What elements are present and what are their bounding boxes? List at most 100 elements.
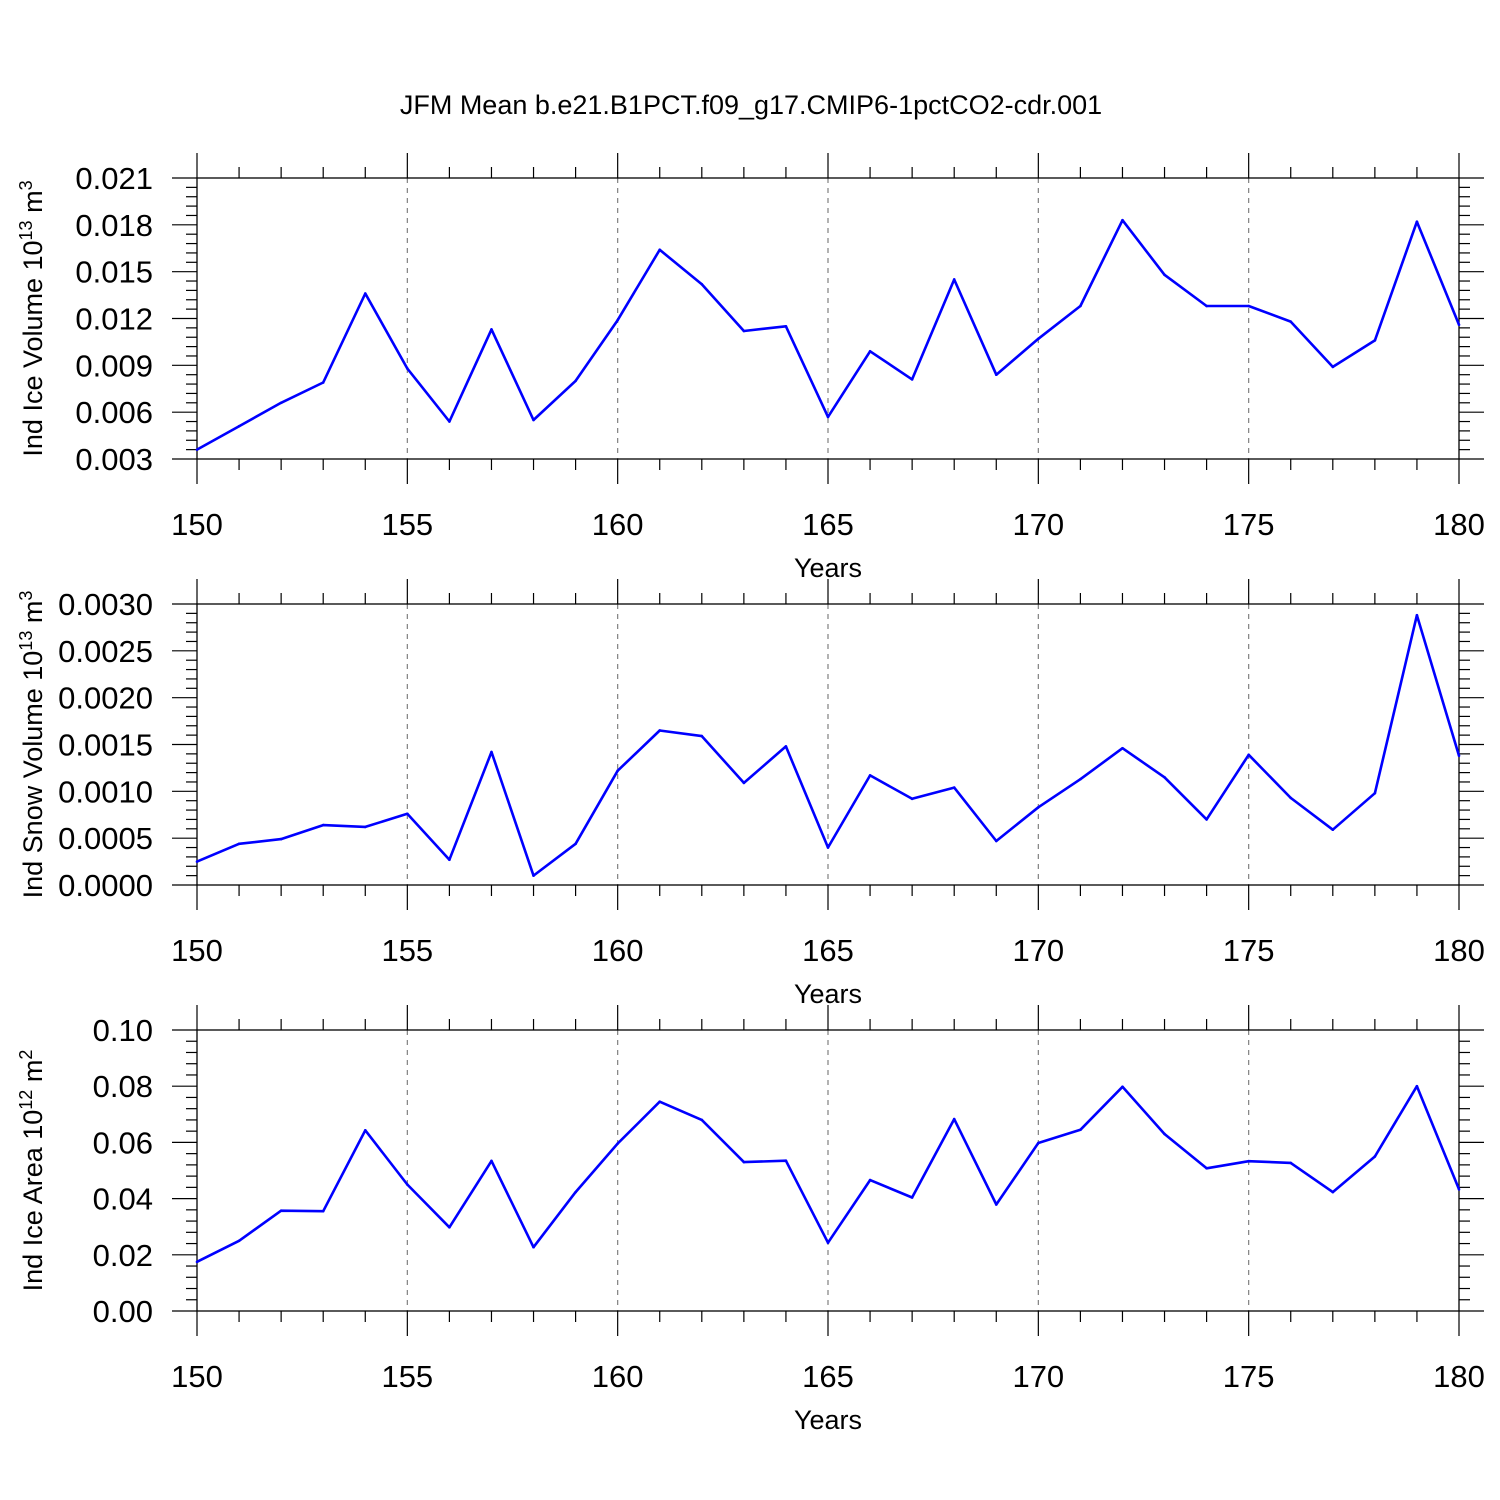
- y-axis-label-superscript: 3: [16, 180, 36, 190]
- y-axis-label-text: m: [18, 190, 48, 220]
- data-point: [952, 1117, 956, 1121]
- data-point: [658, 729, 662, 732]
- data-point: [363, 825, 367, 829]
- data-point: [952, 278, 956, 281]
- panel-2: 0.0000 0.0005 0.0010 0.0015 0.0020 0.0025 0.00…: [16, 579, 1485, 1009]
- x-axis-label: Years: [794, 1405, 862, 1435]
- y-tick-label: 0.0000: [58, 868, 153, 903]
- data-point: [448, 1225, 451, 1229]
- data-point: [700, 282, 704, 286]
- data-point: [237, 842, 241, 846]
- data-point: [910, 1196, 914, 1199]
- data-point: [532, 418, 535, 422]
- y-tick-label: 0.08: [93, 1069, 153, 1104]
- data-point: [532, 1245, 535, 1249]
- x-tick-label: 150: [171, 933, 223, 968]
- x-tick-label: 155: [381, 1359, 433, 1394]
- x-tick-label: 150: [171, 507, 223, 542]
- data-point: [1121, 218, 1124, 222]
- panel-3: 0.00 0.02 0.04 0.06 0.08 0.10 150 155 160 165 170 1…: [16, 1005, 1485, 1435]
- y-tick-label: 0.0025: [58, 634, 153, 669]
- y-axis-label-text: m: [18, 601, 48, 631]
- data-point: [910, 797, 914, 801]
- data-point: [490, 1159, 493, 1163]
- data-point: [1205, 1166, 1208, 1170]
- data-point: [826, 846, 830, 849]
- data-point: [1037, 337, 1040, 341]
- y-axis-label-superscript: 12: [16, 1090, 36, 1110]
- x-axis-label: Years: [794, 979, 862, 1009]
- data-point: [406, 367, 409, 370]
- data-point: [321, 823, 325, 827]
- data-point: [490, 750, 493, 754]
- y-tick-label: 0.018: [75, 208, 153, 243]
- data-point: [1331, 1190, 1335, 1194]
- data-point: [742, 781, 746, 785]
- data-point: [868, 349, 872, 353]
- data-point: [1457, 1188, 1461, 1191]
- y-tick-label: 0.006: [75, 395, 153, 430]
- x-tick-label: 170: [1012, 933, 1064, 968]
- data-point: [1457, 323, 1461, 327]
- x-tick-label: 170: [1012, 507, 1064, 542]
- y-tick-label: 0.0005: [58, 821, 153, 856]
- data-point: [1205, 818, 1208, 821]
- x-tick-label: 180: [1433, 507, 1485, 542]
- x-tick-label: 165: [802, 1359, 854, 1394]
- data-point: [195, 448, 199, 451]
- y-tick-label: 0.00: [93, 1294, 153, 1329]
- data-point: [1163, 775, 1166, 779]
- data-point: [1037, 1141, 1040, 1145]
- data-point: [742, 329, 746, 333]
- y-tick-label: 0.0030: [58, 587, 153, 622]
- data-point: [1079, 304, 1082, 308]
- data-point: [616, 1142, 619, 1145]
- data-point: [321, 381, 325, 384]
- y-tick-label: 0.0010: [58, 774, 153, 809]
- data-point: [363, 1129, 367, 1132]
- data-point: [574, 1190, 577, 1194]
- data-point: [994, 373, 998, 377]
- data-point: [952, 786, 956, 789]
- data-point: [658, 248, 662, 252]
- data-point: [279, 837, 283, 841]
- data-point: [700, 1118, 704, 1122]
- y-tick-label: 0.06: [93, 1125, 153, 1160]
- x-tick-label: 160: [592, 1359, 644, 1394]
- y-axis-label-text: m: [18, 1060, 48, 1090]
- data-point: [658, 1100, 662, 1103]
- data-point: [868, 774, 872, 777]
- data-point: [616, 318, 619, 322]
- data-point: [321, 1209, 325, 1213]
- y-tick-label: 0.0015: [58, 728, 153, 763]
- x-tick-label: 175: [1223, 507, 1275, 542]
- x-tick-label: 180: [1433, 933, 1485, 968]
- data-point: [195, 1260, 199, 1264]
- data-point: [1121, 1085, 1124, 1089]
- y-tick-label: 0.015: [75, 255, 153, 290]
- data-point: [784, 325, 788, 328]
- x-tick-label: 165: [802, 933, 854, 968]
- x-tick-label: 175: [1223, 1359, 1275, 1394]
- y-tick-label: 0.003: [75, 442, 153, 477]
- data-point: [1373, 791, 1377, 795]
- data-point: [1247, 753, 1250, 757]
- data-point: [1415, 613, 1419, 617]
- y-tick-label: 0.009: [75, 348, 153, 383]
- x-tick-label: 155: [381, 507, 433, 542]
- data-point: [1079, 1128, 1082, 1132]
- data-point: [406, 1183, 409, 1186]
- data-point: [237, 1239, 241, 1243]
- data-point: [1163, 273, 1166, 277]
- x-tick-label: 160: [592, 507, 644, 542]
- data-point: [448, 420, 451, 423]
- data-point: [1121, 746, 1124, 750]
- data-point: [574, 842, 577, 846]
- y-axis-label: Ind Ice Area 1012 m2: [16, 1050, 48, 1292]
- data-point: [279, 1209, 283, 1212]
- data-point: [1331, 828, 1335, 832]
- panel-1: 0.003 0.006 0.009 0.012 0.015 0.018 0.021 150 15…: [16, 153, 1485, 583]
- x-tick-label: 165: [802, 507, 854, 542]
